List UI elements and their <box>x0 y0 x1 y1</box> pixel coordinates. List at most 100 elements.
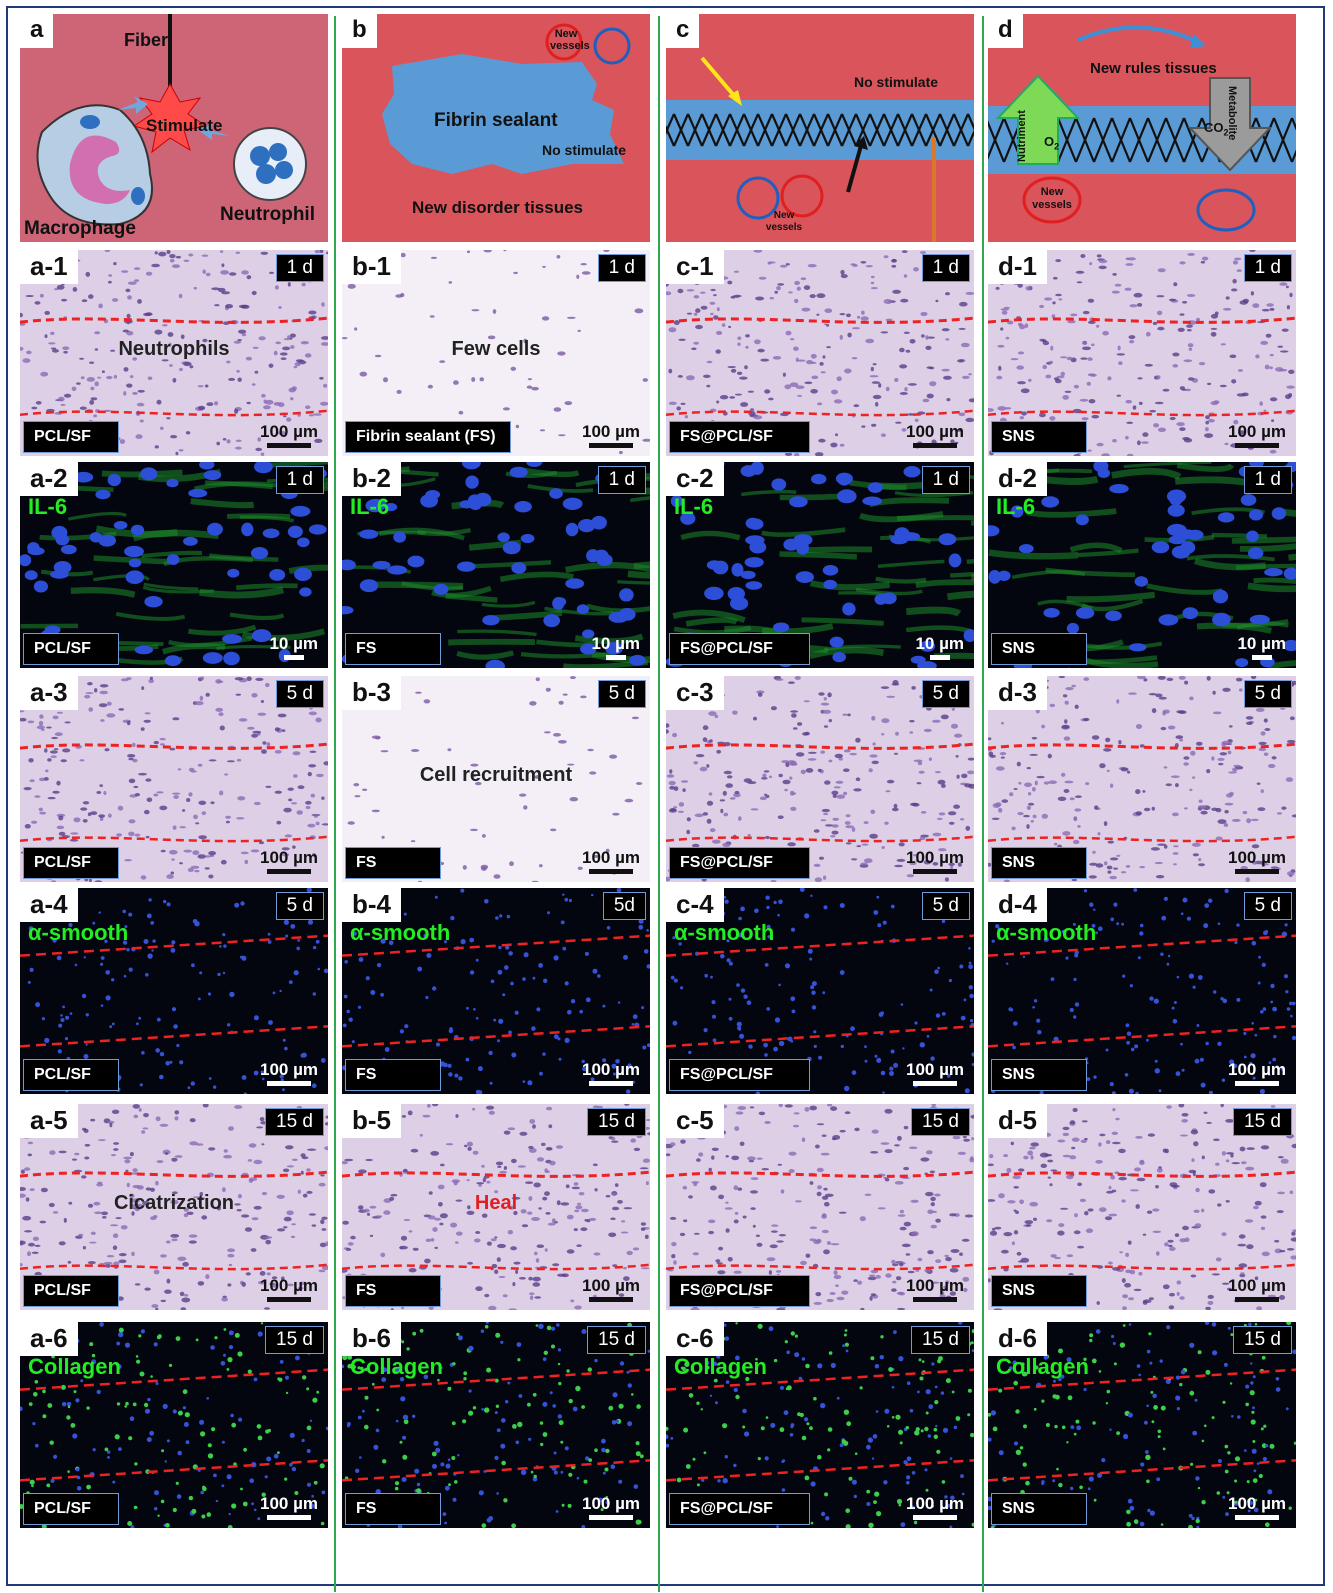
panel-tag: a-2 <box>20 462 78 496</box>
day-label: 15 d <box>265 1326 324 1354</box>
panel-tag: d <box>988 14 1023 48</box>
panel-tag: c-6 <box>666 1322 724 1356</box>
panel-c-4: c-4 5 d FS@PCL/SF 100 µm α-smooth <box>666 888 974 1094</box>
panel-tag: b-2 <box>342 462 401 496</box>
scale-bar-line <box>267 1297 311 1302</box>
schematic-c: c No stimulate New vessels <box>666 14 974 242</box>
day-label: 1 d <box>597 466 646 494</box>
disorder-label: New disorder tissues <box>412 198 584 217</box>
sample-label: PCL/SF <box>23 421 119 453</box>
o2-label: O2 <box>1044 134 1060 152</box>
neutrophil-label: Neutrophil <box>220 204 315 225</box>
annotation-label: Neutrophils <box>118 338 230 360</box>
stain-marker-label: α-smooth <box>996 920 1097 945</box>
sample-label: FS <box>345 847 441 879</box>
he-micrograph <box>988 250 1296 456</box>
scale-bar-line <box>913 1081 957 1086</box>
panel-b-3: b-3 5 d FS 100 µm Cell recruitment <box>342 676 650 882</box>
sample-label: FS@PCL/SF <box>669 633 810 665</box>
panel-tag: b-3 <box>342 676 401 710</box>
annotation-label: Few cells <box>451 338 541 360</box>
panel-tag: c-4 <box>666 888 724 922</box>
panel-d-2: d-2 1 d SNS 10 µm IL-6 <box>988 462 1296 668</box>
scale-bar-line <box>589 1081 633 1086</box>
panel-d-1: d-1 1 d SNS 100 µm <box>988 250 1296 456</box>
panel-tag: a-3 <box>20 676 78 710</box>
fluorescence-micrograph <box>666 462 974 668</box>
day-label: 1 d <box>1243 254 1292 282</box>
stain-marker-label: IL-6 <box>674 494 714 519</box>
sample-label: PCL/SF <box>23 1493 119 1525</box>
scale-bar-label: 100 µm <box>260 1494 318 1513</box>
scale-bar-label: 100 µm <box>260 848 318 867</box>
scale-bar-label: 10 µm <box>591 634 640 653</box>
no-stimulate-label: No stimulate <box>854 74 939 90</box>
scale-bar-line <box>913 1515 957 1520</box>
panel-a-1: a-1 1 d PCL/SF 100 µm Neutrophils <box>20 250 328 456</box>
sample-label: FS@PCL/SF <box>669 1059 810 1091</box>
day-label: 1 d <box>275 466 324 494</box>
scale-bar-line <box>589 869 633 874</box>
sample-label: FS@PCL/SF <box>669 847 810 879</box>
column-divider <box>982 16 984 1592</box>
stain-marker-label: IL-6 <box>996 494 1036 519</box>
panel-tag: c-2 <box>666 462 724 496</box>
nutriment-label: Nutriment <box>1016 110 1028 162</box>
scale-bar: 100 µm <box>260 1276 318 1302</box>
scale-bar: 100 µm <box>906 848 964 874</box>
scale-bar-label: 100 µm <box>906 848 964 867</box>
scale-bar: 10 µm <box>591 634 640 660</box>
panel-d-6: d-6 15 d SNS 100 µm Collagen <box>988 1322 1296 1528</box>
panel-tag: b-1 <box>342 250 401 284</box>
new-vessels-label: New vessels <box>765 210 803 233</box>
scale-bar: 100 µm <box>260 1060 318 1086</box>
panel-a-3: a-3 5 d PCL/SF 100 µm <box>20 676 328 882</box>
panel-tag: a-4 <box>20 888 78 922</box>
day-label: 15 d <box>1233 1108 1292 1136</box>
day-label: 5 d <box>921 892 970 920</box>
sample-label: FS <box>345 1275 441 1307</box>
panel-b-4: b-4 5d FS 100 µm α-smooth <box>342 888 650 1094</box>
scale-bar-label: 100 µm <box>906 1276 964 1295</box>
schematic-b: b New vessels Fibrin sealant No stimulat… <box>342 14 650 242</box>
co2-label: CO2 <box>1204 120 1229 138</box>
stain-marker-label: α-smooth <box>28 920 129 945</box>
macrophage-label: Macrophage <box>24 218 136 239</box>
panel-tag: c <box>666 14 700 48</box>
sample-label: SNS <box>991 1275 1087 1307</box>
scale-bar-label: 100 µm <box>582 1494 640 1513</box>
scale-bar-line <box>267 1515 311 1520</box>
day-label: 5 d <box>1243 892 1292 920</box>
no-stimulate-label: No stimulate <box>542 142 627 158</box>
scale-bar: 10 µm <box>1237 634 1286 660</box>
new-vessels-label: New vessels <box>550 28 590 52</box>
panel-c-6: c-6 15 d FS@PCL/SF 100 µm Collagen <box>666 1322 974 1528</box>
scale-bar: 100 µm <box>582 848 640 874</box>
scale-bar-label: 10 µm <box>915 634 964 653</box>
fibrin-sealant-label: Fibrin sealant <box>434 110 558 131</box>
stain-marker-label: α-smooth <box>350 920 451 945</box>
sample-label: SNS <box>991 1493 1087 1525</box>
scale-bar-label: 100 µm <box>1228 848 1286 867</box>
scale-bar-line <box>913 443 957 448</box>
sample-label: SNS <box>991 1059 1087 1091</box>
sample-label: FS <box>345 633 441 665</box>
schematic-a: a Fiber Stimulate Macrophage Neutrophil <box>20 14 328 242</box>
stain-marker-label: Collagen <box>674 1354 767 1379</box>
day-label: 5 d <box>275 680 324 708</box>
scale-bar: 100 µm <box>906 1276 964 1302</box>
panel-c-1: c-1 1 d FS@PCL/SF 100 µm <box>666 250 974 456</box>
scale-bar: 10 µm <box>269 634 318 660</box>
scale-bar-line <box>913 1297 957 1302</box>
scale-bar: 100 µm <box>906 1494 964 1520</box>
panel-d-5: d-5 15 d SNS 100 µm <box>988 1104 1296 1310</box>
scale-bar-line <box>589 1297 633 1302</box>
schematic-a-drawing <box>36 14 307 226</box>
scale-bar-label: 100 µm <box>1228 1060 1286 1079</box>
panel-d-3: d-3 5 d SNS 100 µm <box>988 676 1296 882</box>
stain-marker-label: IL-6 <box>28 494 68 519</box>
sample-label: PCL/SF <box>23 1059 119 1091</box>
sample-label: FS@PCL/SF <box>669 421 810 453</box>
panel-tag: b-6 <box>342 1322 401 1356</box>
scale-bar-line <box>267 1081 311 1086</box>
